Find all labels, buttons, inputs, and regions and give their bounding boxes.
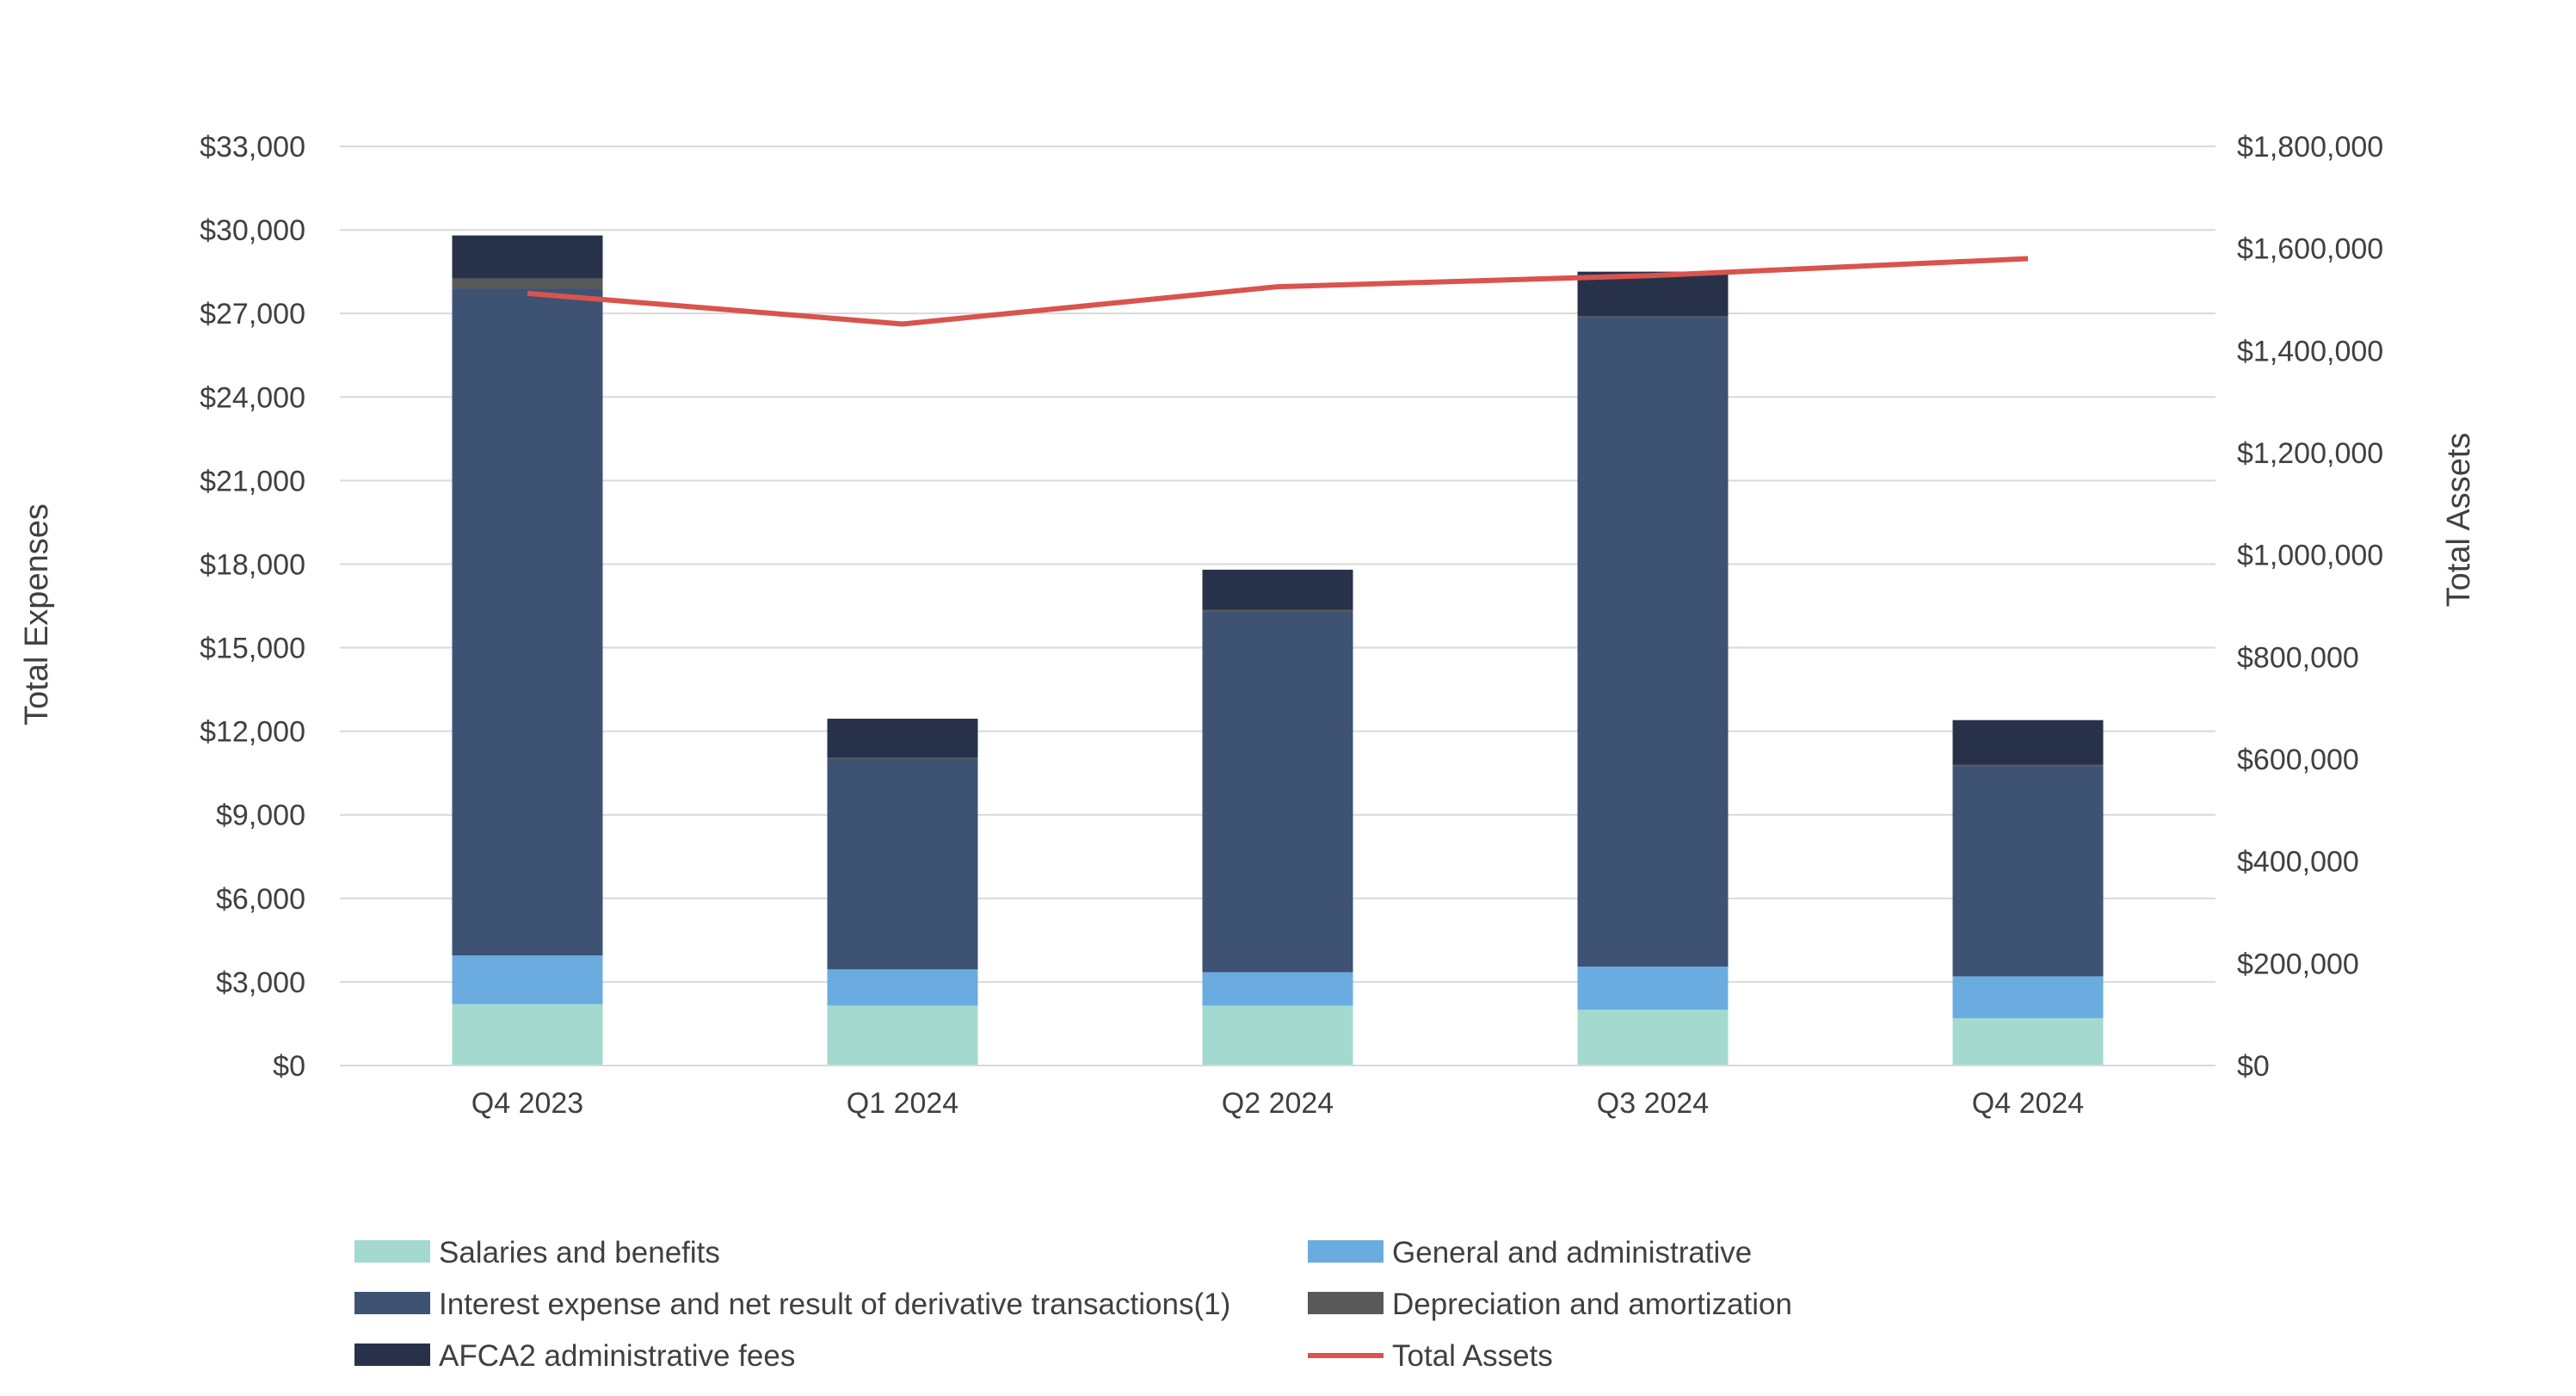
bar-segment-2 — [1202, 611, 1353, 973]
y-tick-label: $3,000 — [216, 967, 305, 999]
y2-tick-label: $600,000 — [2237, 744, 2359, 776]
y-tick-label: $0 — [273, 1050, 305, 1083]
y-tick-label: $9,000 — [216, 800, 305, 832]
y2-tick-label: $400,000 — [2237, 846, 2359, 879]
bar-segment-3 — [1952, 764, 2104, 767]
y-tick-label: $27,000 — [200, 298, 305, 330]
bar-segment-2 — [827, 759, 978, 970]
bar-segment-2 — [1577, 318, 1729, 967]
right-axis-ticks: $0 $200,000 $400,000 $600,000 $800,000 $1,000… — [2237, 131, 2383, 1083]
bar-segment-3 — [1202, 609, 1353, 612]
legend-label: Total Assets — [1392, 1339, 1553, 1373]
y2-tick-label: $1,400,000 — [2237, 335, 2383, 368]
y2-tick-label: $1,600,000 — [2237, 233, 2383, 266]
category-axis-ticks: Q4 2023 Q1 2024 Q2 2024 Q3 2024 Q4 2024 — [471, 1087, 2084, 1120]
y2-tick-label: $800,000 — [2237, 641, 2359, 674]
bar-segment-3 — [1577, 316, 1729, 318]
bar-segment-1 — [1577, 967, 1729, 1010]
bar-segment-4 — [452, 235, 603, 279]
bar-segment-2 — [452, 288, 603, 956]
legend-label: AFCA2 administrative fees — [439, 1339, 795, 1373]
legend-swatch — [1308, 1240, 1384, 1263]
legend-swatch — [354, 1292, 430, 1314]
bars — [452, 235, 2104, 1066]
total-assets-line — [527, 256, 2029, 327]
x-tick-label: Q1 2024 — [847, 1087, 958, 1120]
y-tick-label: $6,000 — [216, 883, 305, 916]
y2-tick-label: $200,000 — [2237, 948, 2359, 980]
left-axis-ticks: $0 $3,000 $6,000 $9,000 $12,000 $15,000 $18,00… — [200, 131, 305, 1083]
bar-segment-1 — [827, 969, 978, 1006]
bar-segment-4 — [1952, 720, 2104, 765]
bar-segment-4 — [827, 719, 978, 758]
y-tick-label: $30,000 — [200, 214, 305, 247]
bar-segment-3 — [452, 278, 603, 289]
bar-segment-2 — [1952, 766, 2104, 977]
bar-segment-1 — [452, 955, 603, 1004]
y2-tick-label: $1,800,000 — [2237, 131, 2383, 164]
legend-swatch — [354, 1343, 430, 1366]
x-tick-label: Q3 2024 — [1597, 1087, 1709, 1120]
right-axis-title: Total Assets — [2441, 433, 2477, 608]
bar-segment-0 — [827, 1005, 978, 1066]
total-assets-line-path — [527, 256, 2029, 327]
y2-tick-label: $1,200,000 — [2237, 437, 2383, 470]
y-tick-label: $33,000 — [200, 131, 305, 164]
y-tick-label: $24,000 — [200, 381, 305, 414]
bar-segment-1 — [1202, 972, 1353, 1006]
left-axis-title: Total Expenses — [19, 503, 55, 726]
bar-segment-4 — [1202, 569, 1353, 610]
legend-label: Interest expense and net result of deriv… — [439, 1288, 1230, 1321]
bar-segment-0 — [1202, 1005, 1353, 1066]
y-tick-label: $18,000 — [200, 548, 305, 581]
x-tick-label: Q4 2023 — [471, 1087, 583, 1120]
x-tick-label: Q2 2024 — [1222, 1087, 1334, 1120]
legend-swatch — [354, 1240, 430, 1263]
bar-segment-0 — [1577, 1010, 1729, 1066]
legend-label: General and administrative — [1392, 1236, 1752, 1269]
y2-tick-label: $1,000,000 — [2237, 540, 2383, 572]
y-tick-label: $12,000 — [200, 716, 305, 749]
bar-segment-3 — [827, 757, 978, 759]
y-tick-label: $21,000 — [200, 465, 305, 497]
legend-label: Salaries and benefits — [439, 1236, 720, 1269]
bar-segment-1 — [1952, 976, 2104, 1018]
y-tick-label: $15,000 — [200, 633, 305, 665]
legend-swatch — [1308, 1292, 1384, 1314]
bar-segment-0 — [452, 1004, 603, 1066]
y2-tick-label: $0 — [2237, 1050, 2270, 1083]
legend: Salaries and benefits General and adminis… — [354, 1236, 1792, 1373]
x-tick-label: Q4 2024 — [1972, 1087, 2084, 1120]
legend-label: Depreciation and amortization — [1392, 1288, 1792, 1321]
bar-segment-0 — [1952, 1017, 2104, 1066]
